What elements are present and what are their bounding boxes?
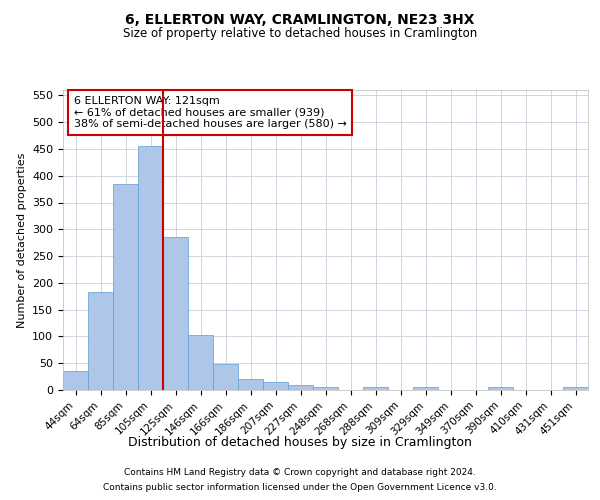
Bar — [213, 364, 238, 390]
Bar — [238, 380, 263, 390]
Bar — [188, 335, 213, 390]
Text: Size of property relative to detached houses in Cramlington: Size of property relative to detached ho… — [123, 28, 477, 40]
Text: 6 ELLERTON WAY: 121sqm
← 61% of detached houses are smaller (939)
38% of semi-de: 6 ELLERTON WAY: 121sqm ← 61% of detached… — [74, 96, 346, 129]
Bar — [88, 292, 113, 390]
Bar — [313, 388, 338, 390]
Bar — [163, 238, 188, 390]
Bar — [563, 388, 588, 390]
Text: Distribution of detached houses by size in Cramlington: Distribution of detached houses by size … — [128, 436, 472, 449]
Text: Contains HM Land Registry data © Crown copyright and database right 2024.: Contains HM Land Registry data © Crown c… — [124, 468, 476, 477]
Bar — [363, 388, 388, 390]
Bar — [138, 146, 163, 390]
Bar — [113, 184, 138, 390]
Bar — [413, 388, 438, 390]
Text: Contains public sector information licensed under the Open Government Licence v3: Contains public sector information licen… — [103, 483, 497, 492]
Bar — [263, 382, 288, 390]
Bar — [63, 371, 88, 390]
Bar — [488, 388, 513, 390]
Y-axis label: Number of detached properties: Number of detached properties — [17, 152, 26, 328]
Bar — [288, 384, 313, 390]
Text: 6, ELLERTON WAY, CRAMLINGTON, NE23 3HX: 6, ELLERTON WAY, CRAMLINGTON, NE23 3HX — [125, 12, 475, 26]
